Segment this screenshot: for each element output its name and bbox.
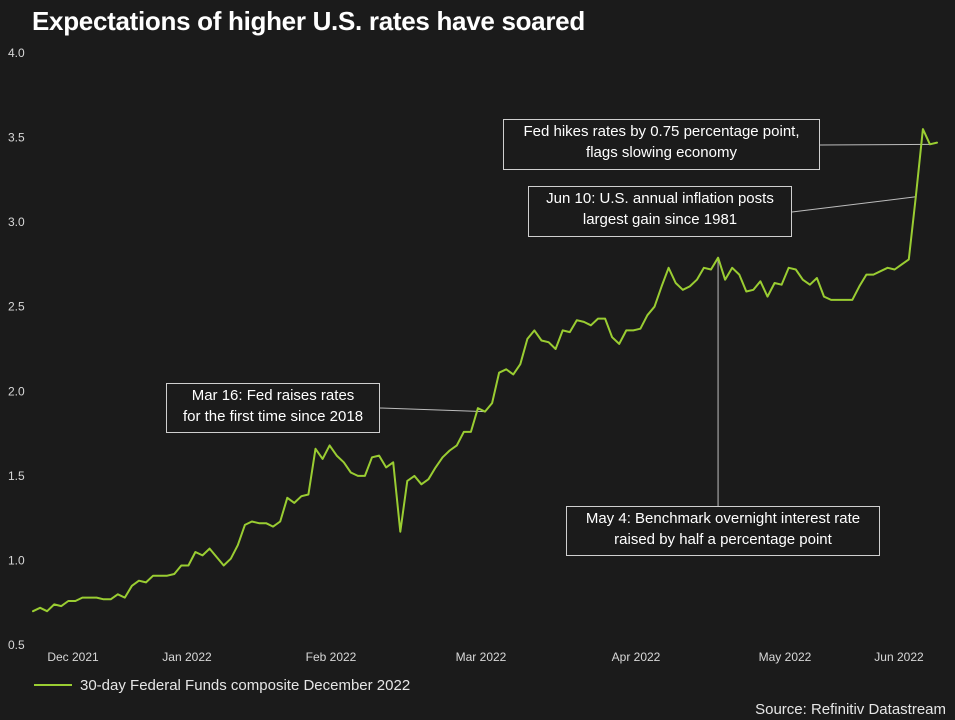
annotation-jun-hike-line2: flags slowing economy [586, 144, 737, 161]
annotation-may-hike-line1: May 4: Benchmark overnight interest rate [585, 510, 861, 527]
x-tick-label: Jun 2022 [874, 650, 924, 664]
legend-label: 30-day Federal Funds composite December … [80, 677, 410, 694]
annotation-jun-hike: Fed hikes rates by 0.75 percentage point… [503, 119, 820, 170]
annotation-jun-inflation-line1: Jun 10: U.S. annual inflation posts [546, 190, 774, 207]
y-tick-label: 2.0 [8, 384, 25, 398]
annotation-leaders [379, 143, 930, 506]
annotation-may-hike-line2: raised by half a percentage point [614, 531, 832, 548]
annotation-mar-hike: Mar 16: Fed raises rates for the first t… [166, 383, 380, 433]
annotation-jun-inflation-line2: largest gain since 1981 [582, 211, 738, 228]
annotation-mar-hike-line1: Mar 16: Fed raises rates [191, 387, 355, 404]
y-tick-label: 4.0 [8, 46, 25, 60]
annotation-leader [379, 407, 486, 413]
y-tick-label: 3.5 [8, 131, 25, 145]
x-tick-label: Mar 2022 [456, 650, 507, 664]
y-tick-label: 0.5 [8, 638, 25, 652]
x-tick-label: May 2022 [759, 650, 812, 664]
annotation-leader [791, 196, 916, 213]
annotation-jun-hike-line1: Fed hikes rates by 0.75 percentage point… [523, 123, 800, 140]
legend: 30-day Federal Funds composite December … [34, 677, 410, 694]
annotation-mar-hike-line2: for the first time since 2018 [182, 408, 364, 425]
x-tick-label: Apr 2022 [612, 650, 661, 664]
y-tick-label: 2.5 [8, 300, 25, 314]
y-tick-label: 1.0 [8, 553, 25, 567]
annotation-may-hike: May 4: Benchmark overnight interest rate… [566, 506, 880, 556]
annotation-leader [819, 143, 930, 146]
y-axis: 0.5 1.0 1.5 2.0 2.5 3.0 3.5 4.0 [8, 46, 25, 652]
series-line [32, 128, 938, 613]
y-tick-label: 3.0 [8, 215, 25, 229]
x-axis: Dec 2021 Jan 2022 Feb 2022 Mar 2022 Apr 2022… [47, 650, 924, 664]
x-tick-label: Dec 2021 [47, 650, 99, 664]
source-label: Source: Refinitiv Datastream [755, 701, 946, 718]
x-tick-label: Jan 2022 [162, 650, 212, 664]
y-tick-label: 1.5 [8, 469, 25, 483]
annotation-jun-inflation: Jun 10: U.S. annual inflation posts larg… [528, 186, 792, 237]
x-tick-label: Feb 2022 [306, 650, 357, 664]
chart-title: Expectations of higher U.S. rates have s… [32, 6, 585, 36]
